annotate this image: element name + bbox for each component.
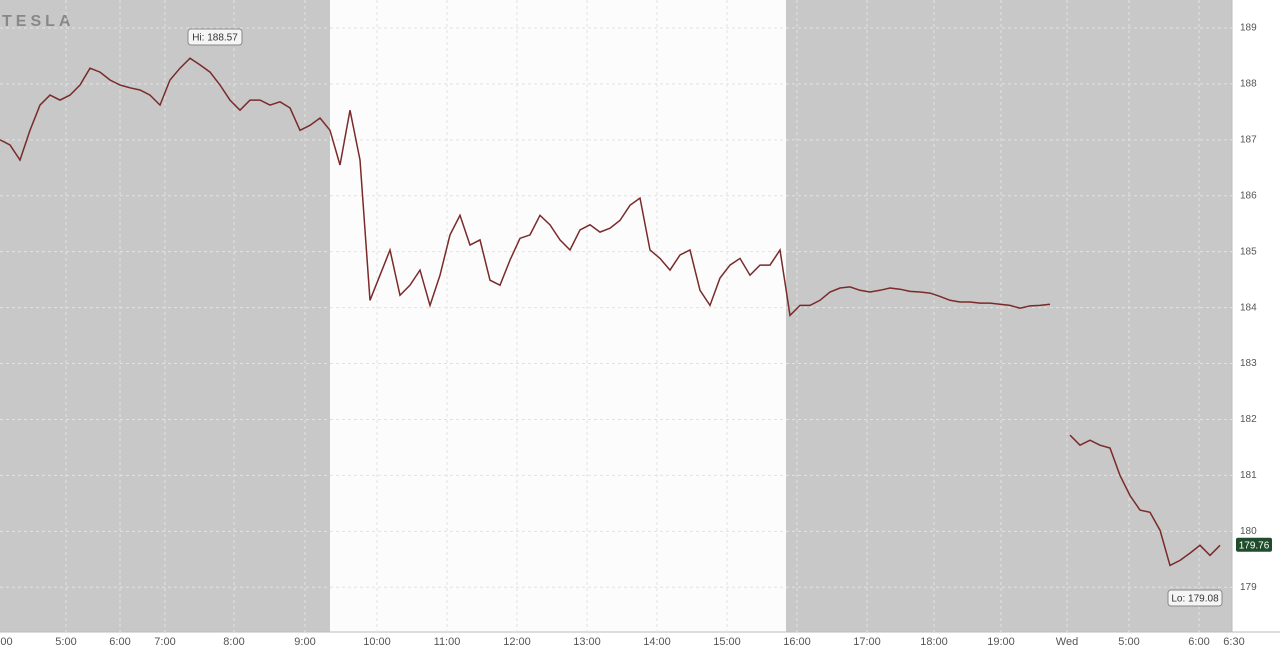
logo: TESLA [2,13,74,30]
x-tick-label: 10:00 [363,636,391,648]
y-tick-label: 185 [1240,246,1257,257]
y-tick-label: 187 [1240,134,1257,145]
x-tick-label: 17:00 [853,636,881,648]
y-tick-label: 182 [1240,414,1257,425]
last-price-box [1236,537,1272,552]
x-tick-label: 16:00 [783,636,811,648]
x-tick-label: 12:00 [503,636,531,648]
y-tick-label: 189 [1240,23,1257,34]
annotation: Lo: 179.08 [1171,594,1219,605]
y-tick-label: 181 [1240,470,1257,481]
annotation-box [1167,589,1223,607]
x-tick-label: 6:00 [109,636,130,648]
x-tick-label: 11:00 [434,636,461,648]
x-tick-label: Wed [1056,636,1078,648]
y-tick-label: 180 [1240,526,1257,537]
y-tick-label: 188 [1240,79,1257,90]
premarket-shade [0,0,330,632]
x-tick-label: 9:00 [294,636,315,648]
y-tick-label: 186 [1240,190,1257,201]
y-tick-label: 184 [1240,302,1257,313]
annotation-box [187,28,243,46]
x-tick-label: 19:00 [987,636,1015,648]
x-tick-label: 6:30 [1223,636,1244,648]
x-tick-label: 18:00 [920,636,948,648]
x-tick-label: :00 [0,636,13,648]
price-line [0,57,1221,567]
x-tick-label: 6:00 [1188,636,1209,648]
last-price-label: 179.76 [1239,540,1270,551]
x-tick-label: 7:00 [154,636,175,648]
x-tick-label: 5:00 [55,636,76,648]
y-tick-label: 183 [1240,358,1257,369]
x-tick-label: 13:00 [573,636,601,648]
x-tick-label: 14:00 [643,636,671,648]
afterhours-shade [786,0,1232,632]
y-tick-label: 179 [1240,582,1257,593]
x-tick-label: 8:00 [223,636,244,648]
x-tick-label: 5:00 [1118,636,1139,648]
x-tick-label: 15:00 [713,636,741,648]
annotation: Hi: 188.57 [192,33,238,44]
